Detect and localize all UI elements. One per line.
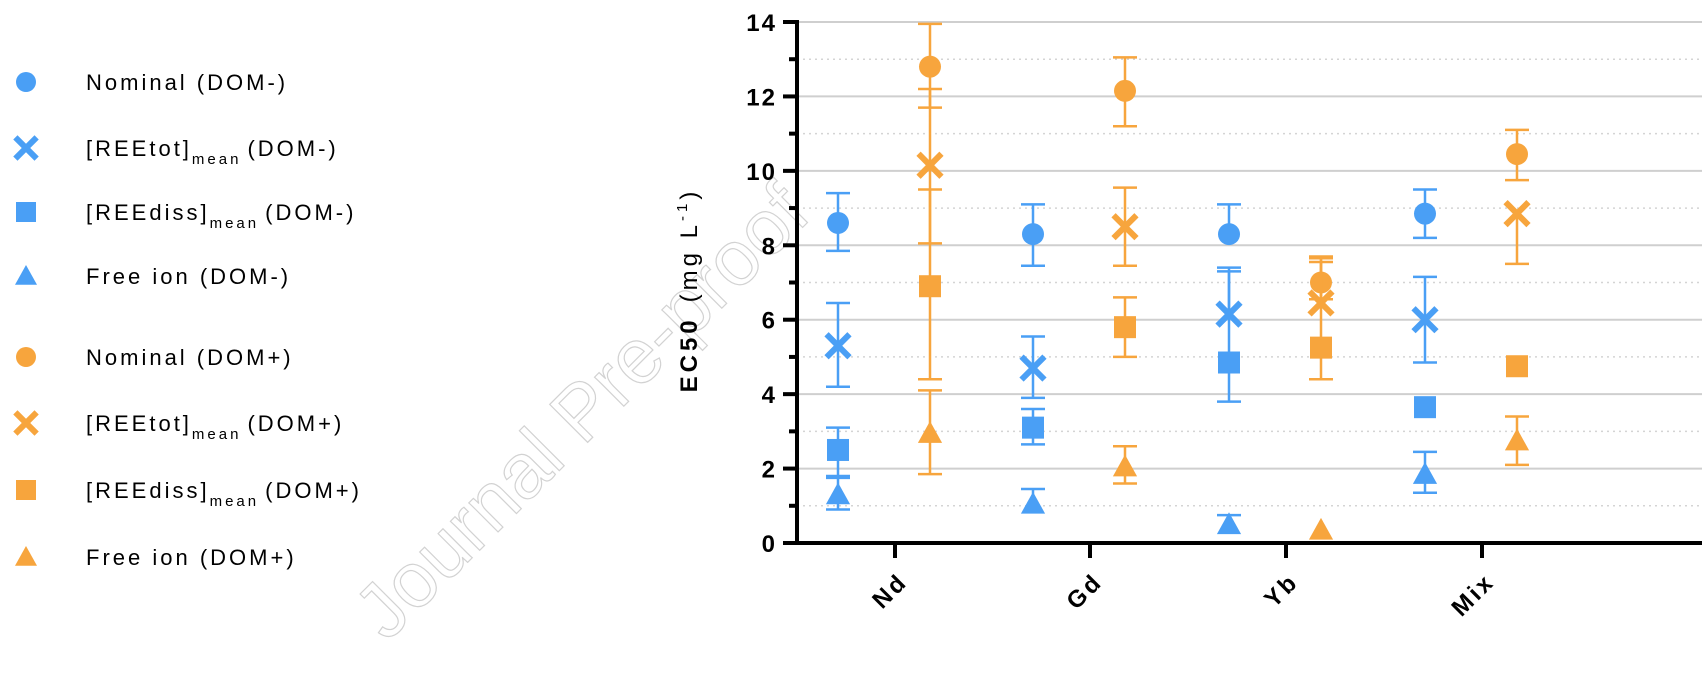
y-axis-title-exponent: -1 (674, 200, 691, 221)
data-point (1308, 517, 1334, 540)
x-category-label: Yb (1259, 568, 1304, 613)
data-point (1503, 200, 1531, 228)
data-point (1019, 354, 1047, 382)
x-category-label: Gd (1061, 568, 1108, 615)
legend-marker-triangle-icon (15, 265, 37, 285)
y-tick-label: 14 (746, 10, 777, 37)
legend-label: Free ion (DOM-) (86, 264, 291, 289)
legend-marker-circle-icon (16, 72, 36, 92)
legend-item: [REEdiss]mean (DOM-) (16, 200, 356, 232)
y-tick-label: 10 (746, 159, 777, 186)
y-axis-title-bold: EC50 (676, 316, 703, 392)
data-point (1218, 223, 1240, 246)
legend-marker-cross-icon (13, 410, 39, 436)
legend-marker-square-icon (16, 202, 36, 222)
legend-marker-square-icon (16, 480, 36, 500)
data-point (824, 332, 852, 360)
series-square-dom_minus (826, 270, 1436, 478)
series-triangle-dom_minus (825, 450, 1438, 535)
legend-label: [REEtot]mean (DOM+) (86, 411, 344, 443)
legend-item: Free ion (DOM+) (15, 545, 297, 570)
y-axis-title-unit: (mg L (676, 221, 703, 302)
y-tick-label: 6 (762, 308, 777, 335)
legend-item: Nominal (DOM-) (16, 70, 288, 95)
series-cross-dom_plus (916, 87, 1531, 317)
y-tick-label: 2 (762, 457, 777, 484)
legend-label: Free ion (DOM+) (86, 545, 297, 570)
legend-label: [REEdiss]mean (DOM+) (86, 478, 362, 510)
legend-item: Free ion (DOM-) (15, 264, 291, 289)
legend-label: Nominal (DOM-) (86, 70, 288, 95)
legend-marker-circle-icon (16, 347, 36, 367)
data-point (1216, 512, 1242, 535)
series-triangle-dom_plus (917, 389, 1530, 540)
legend-marker-triangle-icon (15, 546, 37, 566)
data-point (917, 421, 943, 443)
data-point (919, 55, 941, 78)
series-square-dom_plus (918, 188, 1528, 381)
legend-item: [REEdiss]mean (DOM+) (16, 478, 362, 510)
data-point (1414, 202, 1436, 225)
y-tick-label: 8 (762, 233, 777, 260)
x-category-label: Nd (867, 568, 913, 614)
data-marks (824, 22, 1531, 540)
legend-item: Nominal (DOM+) (16, 345, 294, 370)
y-axis-title: EC50 (mg L-1) (674, 188, 703, 393)
data-point (827, 438, 849, 461)
data-point (1218, 351, 1240, 374)
data-point (1506, 143, 1528, 166)
x-category-label: Mix (1446, 568, 1500, 622)
legend-item: [REEtot]mean (DOM+) (13, 410, 344, 443)
data-point (1310, 336, 1332, 359)
legend-label: [REEdiss]mean (DOM-) (86, 200, 356, 232)
data-point (1112, 454, 1138, 477)
data-point (1022, 223, 1044, 246)
data-point (1020, 491, 1046, 514)
data-point (1414, 396, 1436, 419)
legend-label: Nominal (DOM+) (86, 345, 294, 370)
legend: Nominal (DOM-) [REEtot]mean (DOM-) [REEdiss… (13, 70, 362, 570)
data-point (1504, 428, 1530, 451)
watermark: Journal Pre-proof (337, 167, 826, 656)
y-tick-label: 12 (746, 84, 777, 111)
legend-label: [REEtot]mean (DOM-) (86, 136, 339, 168)
gridlines (797, 21, 1702, 507)
data-point (1022, 416, 1044, 439)
legend-item: [REEtot]mean (DOM-) (13, 135, 339, 168)
data-point (1111, 213, 1139, 241)
y-axis-title-close: ) (676, 188, 703, 200)
data-point (916, 151, 944, 179)
y-tick-label: 4 (762, 382, 777, 409)
data-point (1114, 79, 1136, 102)
data-point (1411, 306, 1439, 334)
data-point (1114, 316, 1136, 339)
data-point (1506, 355, 1528, 378)
y-tick-label: 0 (762, 531, 777, 558)
data-point (827, 211, 849, 234)
data-point (1412, 462, 1438, 484)
legend-marker-cross-icon (13, 135, 39, 161)
data-point (919, 275, 941, 298)
series-circle-dom_minus (826, 188, 1437, 268)
data-point (825, 482, 851, 505)
series-circle-dom_plus (918, 22, 1529, 301)
